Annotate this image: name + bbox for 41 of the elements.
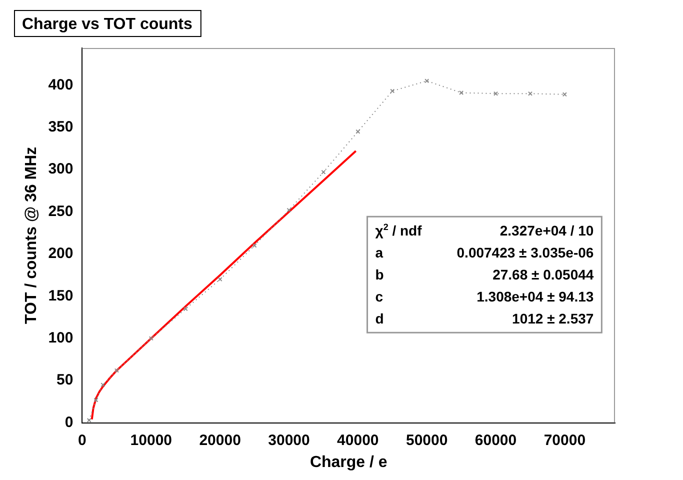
- point: [321, 170, 326, 174]
- point: [286, 208, 292, 212]
- point: [94, 398, 98, 402]
- y-tick-label: 150: [48, 287, 74, 304]
- point: [356, 129, 360, 134]
- y-tick-label: 200: [48, 245, 74, 262]
- text: b 27.68 ± 0.05044: [375, 266, 594, 283]
- point: [252, 243, 257, 248]
- y-tick-label: 350: [48, 118, 74, 136]
- x-tick-label: 50000: [406, 432, 448, 449]
- chart-title: Charge vs TOT counts: [22, 16, 193, 33]
- point: [459, 90, 464, 96]
- x-tick-label: 40000: [337, 432, 379, 449]
- y-tick-label: 300: [48, 160, 74, 178]
- x-tick-label: 60000: [474, 432, 517, 449]
- y-tick-label: 50: [56, 372, 74, 389]
- point: [528, 91, 532, 96]
- point: [424, 78, 430, 84]
- point: [218, 277, 222, 282]
- y-axis-title: TOT / counts @ 36 MHz: [23, 146, 40, 324]
- text: a 0.007423 ± 3.035e-06: [375, 244, 594, 261]
- x-axis-title: Charge / e: [310, 454, 388, 471]
- point: [148, 336, 154, 341]
- x-tick-label: 0: [78, 432, 86, 449]
- point: [493, 91, 498, 96]
- y-tick-label: 100: [48, 330, 74, 347]
- x-tick-label: 30000: [268, 432, 310, 449]
- y-tick-label: 0: [64, 414, 74, 431]
- point: [114, 368, 119, 373]
- y-tick-label: 250: [48, 202, 74, 220]
- x-tick-label: 70000: [544, 432, 586, 449]
- x-tick-label: 20000: [199, 432, 241, 449]
- point: [100, 382, 106, 388]
- point: [390, 88, 395, 94]
- y-tick-label: 400: [48, 76, 74, 94]
- point: [562, 92, 567, 97]
- text: d 1012 ± 2.537: [375, 310, 594, 327]
- point: [86, 418, 92, 423]
- text: c 1.308e+04 ± 94.13: [375, 288, 594, 305]
- x-tick-label: 10000: [130, 432, 172, 449]
- point: [183, 306, 188, 312]
